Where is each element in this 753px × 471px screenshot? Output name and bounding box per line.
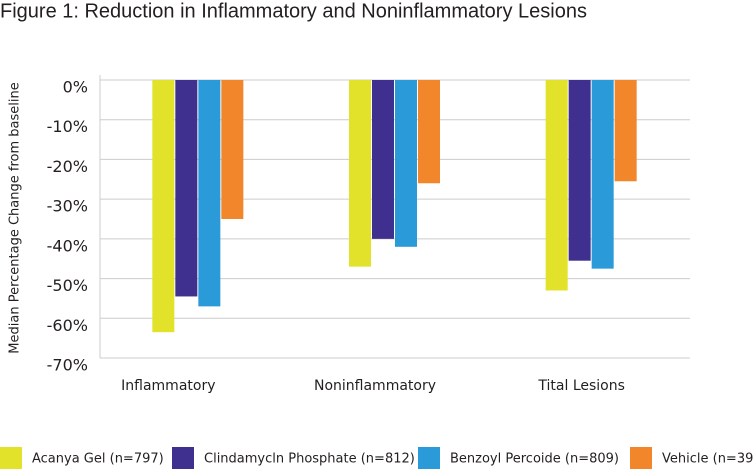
legend-swatch <box>418 447 440 469</box>
y-tick-label: -20% <box>47 157 88 176</box>
bar <box>568 80 591 261</box>
y-tick-label: -40% <box>47 236 88 255</box>
bar <box>372 80 394 239</box>
x-tick-label: Tital Lesions <box>537 378 625 394</box>
legend-label: Vehicle (n=395) <box>662 452 753 467</box>
y-tick-label: -30% <box>47 197 88 216</box>
bar <box>614 80 637 182</box>
x-tick-label: Inflammatory <box>121 378 215 394</box>
y-tick-label: -60% <box>47 316 88 335</box>
y-tick-label: -10% <box>47 117 88 136</box>
bar <box>221 80 244 219</box>
legend-label: Benzoyl Percoide (n=809) <box>450 452 619 467</box>
bar <box>545 80 568 291</box>
bar <box>591 80 614 269</box>
chart-title: Figure 1: Reduction in Inflammatory and … <box>0 0 587 22</box>
bar <box>152 80 175 333</box>
legend-swatch <box>172 447 194 469</box>
y-tick-label: 0% <box>63 78 88 97</box>
x-tick-label: Noninflammatory <box>314 378 436 394</box>
legend-swatch <box>630 447 652 469</box>
bar <box>175 80 198 297</box>
bar <box>418 80 440 184</box>
bar <box>349 80 371 267</box>
y-tick-label: -50% <box>47 276 88 295</box>
bar <box>395 80 417 247</box>
legend-label: Acanya Gel (n=797) <box>32 452 164 467</box>
y-axis-label: Median Percentage Change from baseline <box>8 82 23 353</box>
legend-swatch <box>0 447 22 469</box>
legend-label: Clindamycln Phosphate (n=812) <box>204 452 415 467</box>
bar <box>198 80 221 307</box>
y-tick-label: -70% <box>47 356 88 375</box>
